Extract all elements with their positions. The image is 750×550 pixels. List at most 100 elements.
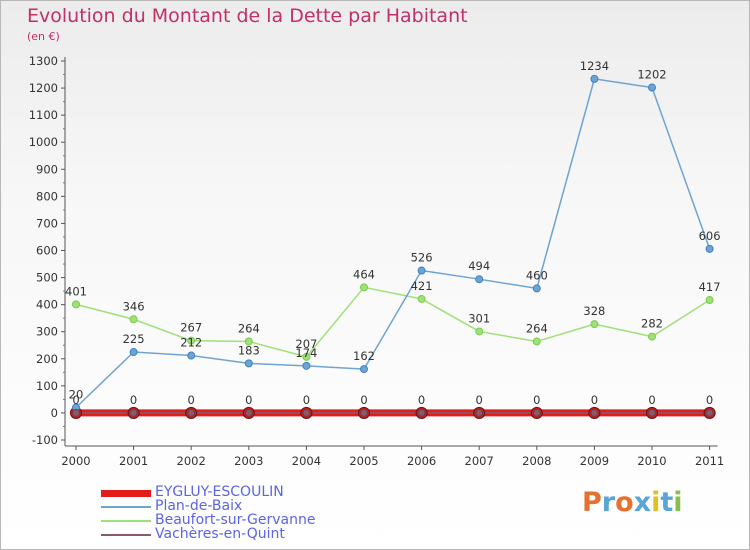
y-tick-label: 1200	[29, 81, 58, 95]
x-tick-label: 2008	[522, 454, 551, 468]
data-label: 0	[418, 393, 425, 407]
x-tick-label: 2001	[119, 454, 148, 468]
data-point	[705, 408, 714, 417]
data-label: 526	[411, 251, 433, 265]
series-line-1	[75, 78, 711, 409]
data-label: 264	[238, 321, 260, 335]
x-tick-label: 2007	[465, 454, 494, 468]
data-label: 0	[591, 393, 598, 407]
chart-title: Evolution du Montant de la Dette par Hab…	[27, 5, 468, 27]
legend-swatch	[101, 534, 151, 536]
y-tick-label: 700	[36, 216, 58, 230]
y-tick-label: 200	[36, 352, 58, 366]
x-tick-label: 2010	[637, 454, 666, 468]
data-label: 494	[468, 259, 490, 273]
data-label: 0	[360, 393, 367, 407]
data-point	[417, 408, 426, 417]
data-point	[648, 408, 656, 417]
logo-letter: i	[651, 487, 661, 518]
y-tick-label: 900	[36, 162, 58, 176]
y-tick-label: 400	[36, 298, 58, 312]
logo-letter: t	[660, 487, 674, 518]
data-label: 0	[72, 393, 79, 407]
x-tick-label: 2003	[234, 454, 263, 468]
data-label: 1202	[637, 68, 666, 82]
x-tick-label: 2004	[292, 454, 321, 468]
y-tick-label: 800	[36, 189, 58, 203]
legend-swatch	[101, 506, 151, 508]
series-line-2	[75, 286, 711, 358]
data-label: 464	[353, 267, 375, 281]
data-point	[648, 83, 656, 92]
data-point	[532, 337, 541, 346]
legend-label: Plan-de-Baix	[155, 498, 243, 514]
data-point	[72, 408, 80, 417]
data-point	[187, 408, 196, 417]
data-point	[532, 408, 541, 417]
data-point	[187, 351, 196, 360]
y-tick-label: 1300	[29, 54, 58, 68]
data-label: 606	[699, 229, 721, 243]
x-tick-label: 2009	[580, 454, 609, 468]
data-label: 162	[353, 349, 375, 363]
data-point	[360, 408, 368, 417]
data-label: 0	[303, 393, 310, 407]
data-point	[129, 348, 138, 357]
data-point	[648, 332, 656, 341]
data-label: 20	[69, 388, 84, 402]
data-label: 346	[123, 299, 145, 313]
data-point	[475, 327, 484, 336]
proxiti-logo: Proxiti	[582, 487, 683, 518]
data-point	[302, 352, 311, 361]
legend-label: Vachères-en-Quint	[155, 526, 285, 542]
legend-swatch	[101, 489, 151, 497]
data-label: 0	[706, 393, 713, 407]
y-tick-label: 100	[36, 379, 58, 393]
data-label: 0	[188, 393, 195, 407]
data-point	[590, 320, 599, 329]
data-label: 207	[295, 337, 317, 351]
logo-letter: o	[615, 487, 634, 518]
x-tick-label: 2000	[61, 454, 90, 468]
data-point	[302, 361, 311, 370]
y-tick-label: 300	[36, 325, 58, 339]
legend-swatch	[101, 520, 151, 522]
data-point	[475, 275, 484, 284]
y-tick-label: 0	[51, 406, 58, 420]
data-point	[129, 408, 138, 417]
data-point	[187, 336, 196, 345]
data-label: 264	[526, 321, 548, 335]
data-point	[532, 284, 541, 293]
y-tick-label: 600	[36, 244, 58, 258]
data-point	[417, 266, 426, 275]
x-tick-label: 2011	[695, 454, 724, 468]
data-label: 174	[295, 346, 317, 360]
data-label: 460	[526, 268, 548, 282]
data-point	[590, 408, 599, 417]
y-tick-label: 500	[36, 271, 58, 285]
unit-label: (en €)	[27, 30, 60, 43]
data-label: 401	[65, 284, 87, 298]
data-label: 1234	[580, 59, 609, 73]
data-label: 0	[648, 393, 655, 407]
data-label: 282	[641, 317, 663, 331]
data-label: 212	[180, 336, 202, 350]
legend-label: EYGLUY-ESCOULIN	[155, 484, 284, 500]
data-label: 0	[245, 393, 252, 407]
data-point	[72, 300, 80, 309]
data-label: 225	[123, 332, 145, 346]
data-label: 0	[533, 393, 540, 407]
x-tick-label: 2005	[349, 454, 378, 468]
data-point	[590, 74, 599, 83]
data-point	[417, 294, 426, 303]
data-label: 267	[180, 321, 202, 335]
y-tick-label: -100	[32, 433, 58, 447]
data-label: 183	[238, 343, 260, 357]
data-label: 0	[130, 393, 137, 407]
data-label: 417	[699, 280, 721, 294]
data-point	[244, 359, 253, 368]
data-point	[475, 408, 484, 417]
data-point	[244, 408, 253, 417]
data-label: 328	[583, 304, 605, 318]
